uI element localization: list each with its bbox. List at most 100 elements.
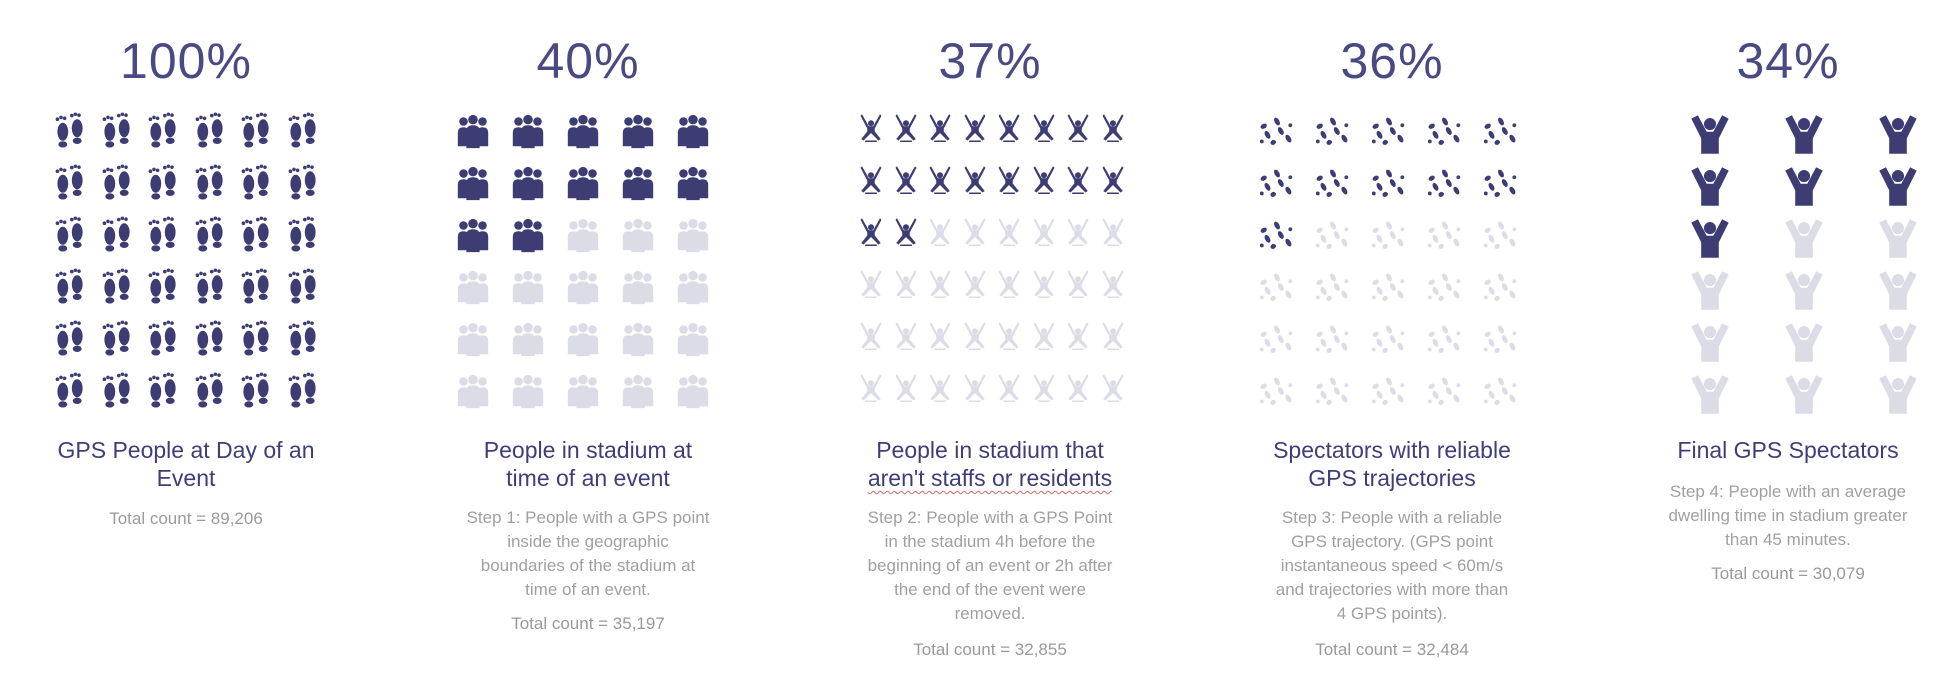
footsteps-trail-icon bbox=[1483, 377, 1517, 405]
cheering-person-icon bbox=[860, 114, 882, 142]
footsteps-trail-icon bbox=[1259, 377, 1293, 405]
cheering-person-icon bbox=[1033, 218, 1054, 246]
cheering-person-icon bbox=[964, 374, 985, 402]
footprints-icon bbox=[148, 320, 176, 356]
cheering-person-icon bbox=[860, 218, 882, 246]
panel-title: People in stadium that aren't staffs or … bbox=[820, 436, 1160, 492]
description-line: than 45 minutes. bbox=[1725, 530, 1851, 549]
panel-title: People in stadium at time of an event bbox=[418, 436, 758, 492]
cheering-person-icon bbox=[1102, 322, 1123, 350]
footsteps-trail-icon bbox=[1315, 325, 1349, 353]
crowd-icon bbox=[567, 166, 599, 201]
footsteps-trail-icon bbox=[1427, 377, 1461, 405]
crowd-icon bbox=[457, 322, 489, 357]
footsteps-trail-icon bbox=[1259, 325, 1293, 353]
footprints-icon bbox=[102, 112, 130, 148]
footsteps-trail-icon bbox=[1315, 273, 1349, 301]
footprints-icon bbox=[288, 320, 316, 356]
crowd-icon bbox=[677, 218, 709, 253]
footprints-icon bbox=[288, 372, 316, 408]
footsteps-trail-icon bbox=[1259, 169, 1293, 197]
crowd-icon bbox=[512, 218, 544, 253]
cheering-person-icon bbox=[998, 114, 1020, 142]
spectator-arms-up-icon bbox=[1785, 115, 1823, 154]
footsteps-trail-icon bbox=[1427, 221, 1461, 249]
total-count: Total count = 89,206 bbox=[109, 509, 263, 528]
cheering-person-icon bbox=[998, 374, 1020, 402]
footprints-icon bbox=[55, 112, 83, 148]
cheering-person-icon bbox=[1067, 166, 1089, 194]
percent-value: 37% bbox=[938, 33, 1042, 89]
cheering-person-icon bbox=[1102, 166, 1123, 194]
panel-title-line2: time of an event bbox=[506, 465, 670, 491]
spectator-arms-up-icon bbox=[1879, 375, 1917, 414]
footsteps-trail-icon bbox=[1483, 169, 1517, 197]
panel-title-line1: GPS People at Day of an bbox=[57, 437, 315, 463]
panel-title-line2: GPS trajectories bbox=[1308, 465, 1476, 491]
cheering-person-icon bbox=[1067, 374, 1089, 402]
total-count: Total count = 35,197 bbox=[511, 614, 665, 633]
description-line: removed. bbox=[954, 604, 1026, 623]
footprints-icon bbox=[102, 320, 130, 356]
total-count: Total count = 32,855 bbox=[913, 640, 1067, 659]
footprints-icon bbox=[148, 268, 176, 304]
cheering-person-icon bbox=[929, 270, 951, 298]
crowd-icon bbox=[457, 374, 489, 409]
cheering-person-icon bbox=[895, 114, 916, 142]
cheering-person-icon bbox=[860, 166, 882, 194]
spectator-arms-up-icon bbox=[1691, 375, 1729, 414]
footprints-icon bbox=[55, 372, 83, 408]
footsteps-trail-icon bbox=[1315, 221, 1349, 249]
footsteps-trail-icon bbox=[1371, 169, 1405, 197]
spectator-arms-up-icon bbox=[1879, 323, 1917, 362]
cheering-person-icon bbox=[929, 218, 951, 246]
panel-title-line1: Final GPS Spectators bbox=[1677, 437, 1899, 463]
footprints-icon bbox=[55, 164, 83, 200]
crowd-icon bbox=[622, 114, 654, 149]
description-line: and trajectories with more than bbox=[1275, 580, 1509, 599]
footprints-icon bbox=[288, 216, 316, 252]
footprints-icon bbox=[241, 320, 269, 356]
panel-description: Step 1: People with a GPS point inside t… bbox=[448, 506, 728, 602]
cheering-person-icon bbox=[1033, 270, 1054, 298]
footsteps-trail-icon bbox=[1371, 273, 1405, 301]
spectator-arms-up-icon bbox=[1691, 167, 1729, 206]
cheering-person-icon bbox=[895, 166, 916, 194]
footsteps-trail-icon bbox=[1427, 325, 1461, 353]
footsteps-trail-icon bbox=[1315, 377, 1349, 405]
cheering-person-icon bbox=[964, 114, 985, 142]
footprints-icon bbox=[195, 112, 223, 148]
cheering-person-icon bbox=[929, 322, 951, 350]
cheering-person-icon bbox=[1102, 270, 1123, 298]
crowd-icon bbox=[567, 322, 599, 357]
crowd-icon bbox=[567, 114, 599, 149]
footprints-icon bbox=[148, 112, 176, 148]
cheering-person-icon bbox=[964, 322, 985, 350]
crowd-icon bbox=[512, 166, 544, 201]
cheering-person-icon bbox=[964, 166, 985, 194]
spectator-arms-up-icon bbox=[1879, 219, 1917, 258]
panel-title: Final GPS Spectators bbox=[1618, 436, 1958, 464]
cheering-person-icon bbox=[1102, 374, 1123, 402]
crowd-icon bbox=[622, 270, 654, 305]
description-line: instantaneous speed < 60m/s bbox=[1280, 556, 1504, 575]
panel-title-line2: Event bbox=[156, 465, 216, 491]
footsteps-trail-icon bbox=[1483, 221, 1517, 249]
crowd-icon bbox=[622, 218, 654, 253]
footprints-icon bbox=[148, 164, 176, 200]
spectator-arms-up-icon bbox=[1879, 271, 1917, 310]
spectator-arms-up-icon bbox=[1785, 323, 1823, 362]
crowd-icon bbox=[567, 218, 599, 253]
footprints-icon bbox=[55, 268, 83, 304]
cheering-person-icon bbox=[998, 166, 1020, 194]
crowd-icon bbox=[622, 374, 654, 409]
footprints-icon bbox=[102, 216, 130, 252]
cheering-person-icon bbox=[860, 374, 882, 402]
cheering-person-icon bbox=[1033, 166, 1054, 194]
cheering-person-icon bbox=[998, 270, 1020, 298]
footprints-icon bbox=[195, 372, 223, 408]
cheering-person-icon bbox=[860, 322, 882, 350]
cheering-person-icon bbox=[1102, 218, 1123, 246]
crowd-icon bbox=[457, 218, 489, 253]
